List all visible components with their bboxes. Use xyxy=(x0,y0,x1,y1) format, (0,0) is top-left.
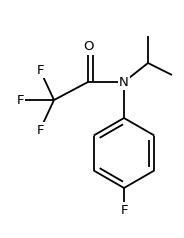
Text: F: F xyxy=(120,203,128,217)
Text: F: F xyxy=(36,64,44,76)
Text: N: N xyxy=(119,75,129,89)
Text: F: F xyxy=(16,94,24,106)
Text: O: O xyxy=(83,40,93,54)
Text: F: F xyxy=(36,124,44,137)
